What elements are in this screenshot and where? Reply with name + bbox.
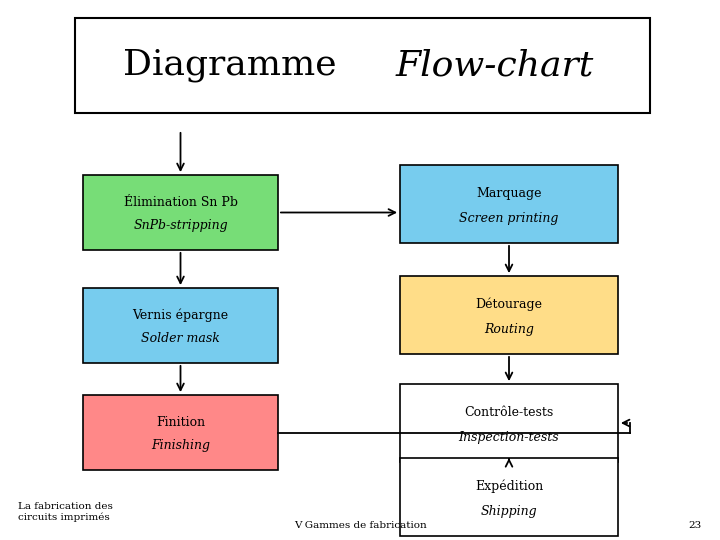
Bar — [83, 175, 278, 250]
Text: 23: 23 — [689, 521, 702, 530]
Text: Flow-chart: Flow-chart — [395, 49, 594, 83]
Text: Screen printing: Screen printing — [459, 212, 559, 225]
Text: Expédition: Expédition — [475, 480, 543, 493]
Bar — [400, 384, 618, 462]
Bar — [83, 395, 278, 470]
Text: Inspection-tests: Inspection-tests — [459, 430, 559, 443]
Text: Marquage: Marquage — [476, 187, 541, 200]
Bar — [400, 458, 618, 536]
Text: Routing: Routing — [484, 322, 534, 335]
Text: SnPb-stripping: SnPb-stripping — [133, 219, 228, 233]
Text: Finition: Finition — [156, 415, 205, 429]
Bar — [83, 288, 278, 363]
Text: Détourage: Détourage — [475, 298, 542, 311]
Text: Contrôle-tests: Contrôle-tests — [464, 406, 554, 419]
Text: Shipping: Shipping — [481, 504, 537, 517]
Bar — [400, 165, 618, 243]
Text: Finishing: Finishing — [151, 440, 210, 453]
Text: V Gammes de fabrication: V Gammes de fabrication — [294, 521, 426, 530]
Text: Solder mask: Solder mask — [141, 333, 220, 346]
Text: Vernis épargne: Vernis épargne — [132, 308, 228, 322]
Bar — [75, 18, 650, 113]
Bar — [400, 276, 618, 354]
Text: Élimination Sn Pb: Élimination Sn Pb — [124, 195, 238, 208]
Text: La fabrication des
circuits imprimés: La fabrication des circuits imprimés — [18, 502, 113, 522]
Text: Diagramme: Diagramme — [123, 49, 337, 83]
